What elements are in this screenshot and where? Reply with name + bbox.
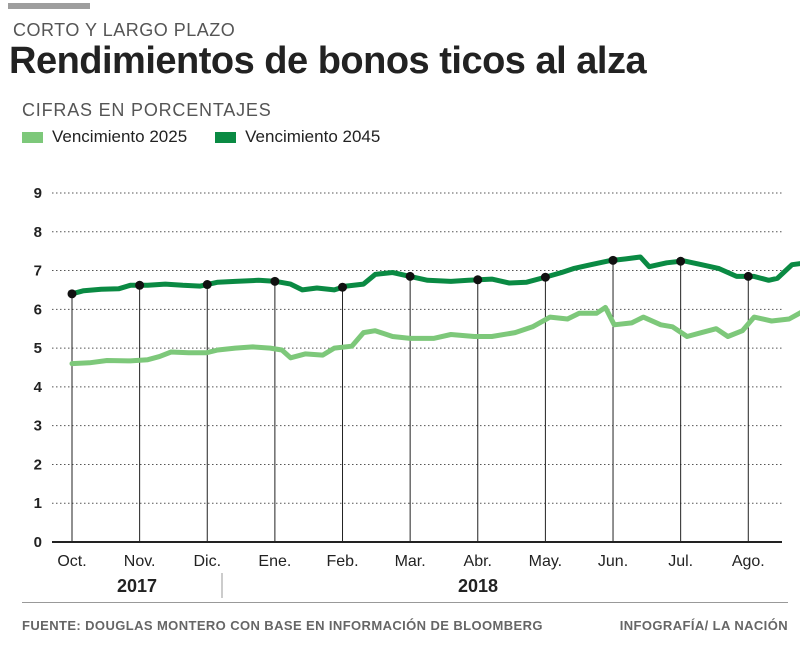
month-marker-dot-1 bbox=[135, 280, 145, 290]
y-tick-label-2: 2 bbox=[34, 456, 42, 473]
year-label-2018: 2018 bbox=[458, 576, 498, 596]
page-title: Rendimientos de bonos ticos al alza bbox=[9, 40, 647, 82]
y-tick-label-7: 7 bbox=[34, 263, 42, 280]
x-tick-label-6: Abr. bbox=[464, 553, 492, 570]
month-marker-dot-5 bbox=[405, 271, 415, 281]
x-tick-label-1: Nov. bbox=[124, 553, 156, 570]
legend-label-2045: Vencimiento 2045 bbox=[245, 127, 381, 146]
y-tick-label-4: 4 bbox=[34, 379, 43, 396]
x-tick-label-9: Jul. bbox=[668, 553, 693, 570]
legend-swatch-2025 bbox=[22, 131, 43, 143]
month-marker-dot-3 bbox=[270, 276, 280, 286]
source-note: FUENTE: DOUGLAS MONTERO CON BASE EN INFO… bbox=[22, 618, 543, 633]
month-marker-dot-9 bbox=[676, 256, 686, 266]
line-chart: 0 1 2 3 4 5 6 7 8 9 Oct. Nov. Dic. Ene. Feb. Mar. Abr. Ma… bbox=[34, 185, 800, 598]
x-tick-label-3: Ene. bbox=[258, 553, 291, 570]
header-accent-bar bbox=[8, 3, 90, 9]
legend: Vencimiento 2025 Vencimiento 2045 bbox=[22, 127, 408, 147]
x-tick-label-4: Feb. bbox=[327, 553, 359, 570]
legend-label-2025: Vencimiento 2025 bbox=[52, 127, 188, 146]
y-tick-label-0: 0 bbox=[34, 534, 42, 551]
legend-swatch-2045 bbox=[215, 131, 237, 143]
y-tick-label-8: 8 bbox=[34, 224, 42, 241]
footer: FUENTE: DOUGLAS MONTERO CON BASE EN INFO… bbox=[22, 618, 788, 633]
month-marker-dot-10 bbox=[743, 271, 753, 281]
year-label-2017: 2017 bbox=[117, 576, 157, 596]
month-marker-dot-4 bbox=[338, 282, 348, 292]
credit-note: INFOGRAFÍA/ LA NACIÓN bbox=[619, 618, 788, 633]
y-tick-label-9: 9 bbox=[34, 185, 42, 202]
month-marker-dot-0 bbox=[67, 289, 77, 299]
kicker: CORTO Y LARGO PLAZO bbox=[13, 20, 236, 40]
x-tick-label-7: May. bbox=[529, 553, 562, 570]
month-marker-dot-8 bbox=[608, 255, 618, 265]
month-marker-dot-7 bbox=[540, 272, 550, 282]
month-marker-dot-6 bbox=[473, 275, 483, 285]
month-marker-dot-2 bbox=[202, 280, 212, 290]
y-tick-label-1: 1 bbox=[34, 495, 42, 512]
legend-item-2045: Vencimiento 2045 bbox=[215, 127, 380, 147]
y-tick-label-6: 6 bbox=[34, 301, 42, 318]
y-tick-label-5: 5 bbox=[34, 340, 42, 357]
x-tick-label-10: Ago. bbox=[732, 553, 765, 570]
y-tick-label-3: 3 bbox=[34, 418, 42, 435]
legend-item-2025: Vencimiento 2025 bbox=[22, 127, 187, 147]
x-tick-label-8: Jun. bbox=[598, 553, 628, 570]
footer-divider bbox=[22, 602, 788, 603]
x-tick-label-5: Mar. bbox=[395, 553, 426, 570]
x-tick-label-2: Dic. bbox=[193, 553, 221, 570]
subtitle: CIFRAS EN PORCENTAJES bbox=[22, 100, 272, 120]
series-line-2025 bbox=[69, 304, 800, 367]
series-line-2045 bbox=[69, 254, 800, 297]
x-tick-label-0: Oct. bbox=[57, 553, 86, 570]
